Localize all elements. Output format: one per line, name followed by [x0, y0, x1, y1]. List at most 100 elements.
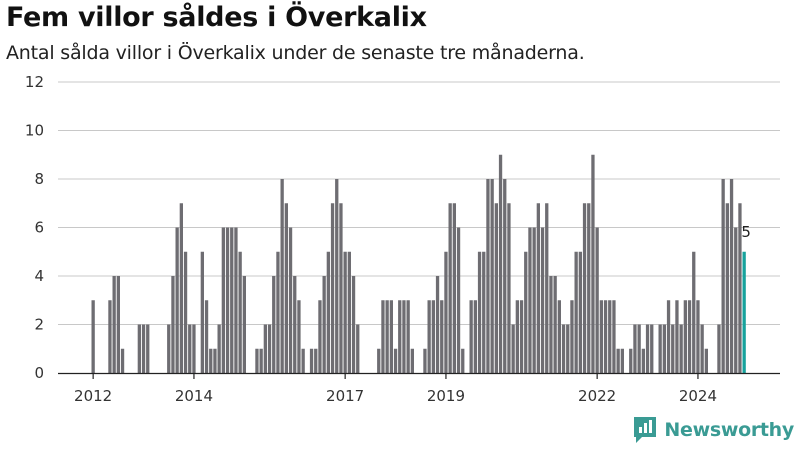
bar	[200, 251, 204, 373]
bar	[675, 300, 679, 373]
x-axis-ticks: 2012 2014 2017 2019 2022 2024	[74, 373, 717, 405]
bar	[398, 300, 402, 373]
bar	[137, 324, 141, 373]
bar	[511, 324, 515, 373]
bar	[456, 227, 461, 373]
bar	[284, 203, 288, 373]
bar	[356, 324, 360, 373]
bar	[297, 300, 301, 373]
bar	[645, 324, 650, 373]
data-labels: 5	[741, 223, 751, 241]
bar	[486, 179, 490, 373]
bar	[427, 300, 431, 373]
bar	[440, 300, 444, 373]
x-tick-label: 2017	[326, 387, 364, 405]
chart-title: Fem villor såldes i Överkalix	[6, 2, 427, 33]
bar	[120, 348, 125, 373]
bar	[582, 203, 587, 373]
bar	[448, 203, 452, 373]
bar	[503, 179, 507, 373]
bar	[318, 300, 322, 373]
bar	[406, 300, 410, 373]
bar	[347, 251, 351, 373]
bar	[557, 300, 561, 373]
x-tick-label: 2019	[427, 387, 465, 405]
bar	[183, 251, 188, 373]
newsworthy-logo-icon	[634, 417, 657, 443]
bar	[381, 300, 385, 373]
bar	[301, 348, 305, 373]
bar	[167, 324, 171, 373]
newsworthy-logo[interactable]: Newsworthy	[632, 414, 794, 446]
bar	[666, 300, 671, 373]
bar	[272, 276, 276, 373]
bar	[309, 348, 314, 373]
bar	[188, 324, 192, 373]
bar	[524, 251, 528, 373]
bar	[629, 348, 633, 373]
bar	[141, 324, 146, 373]
bar	[288, 227, 293, 373]
bar	[641, 348, 645, 373]
bar	[263, 324, 267, 373]
bar	[637, 324, 641, 373]
y-tick-label: 0	[34, 364, 44, 382]
bar	[721, 179, 725, 373]
bar	[734, 227, 738, 373]
bar	[267, 324, 272, 373]
bar	[351, 276, 356, 373]
bar	[540, 227, 545, 373]
bar	[377, 348, 381, 373]
y-tick-label: 12	[25, 73, 44, 91]
bar	[335, 179, 339, 373]
bar	[326, 251, 330, 373]
bar	[679, 324, 683, 373]
bar	[578, 251, 582, 373]
bar	[322, 276, 326, 373]
bar	[671, 324, 675, 373]
bar	[179, 203, 183, 373]
bar	[225, 227, 230, 373]
bar	[574, 251, 578, 373]
bar	[217, 324, 221, 373]
bar	[599, 300, 603, 373]
bar	[725, 203, 729, 373]
bar	[545, 203, 549, 373]
bar	[729, 179, 734, 373]
x-tick-label: 2014	[175, 387, 213, 405]
y-axis-ticks: 0 2 4 6 8 10 12	[25, 73, 44, 382]
bar	[276, 251, 280, 373]
bar	[402, 300, 406, 373]
bar	[561, 324, 566, 373]
bar	[175, 227, 179, 373]
bar	[213, 348, 217, 373]
bar	[343, 251, 347, 373]
bar	[209, 348, 213, 373]
bar	[536, 203, 540, 373]
bar	[532, 227, 536, 373]
chart-subtitle: Antal sålda villor i Överkalix under de …	[6, 42, 585, 64]
bar	[658, 324, 662, 373]
bar	[633, 324, 637, 373]
bar	[477, 251, 482, 373]
bar	[255, 348, 259, 373]
bar	[339, 203, 343, 373]
bar	[435, 276, 440, 373]
bars	[91, 154, 746, 373]
bar	[221, 227, 225, 373]
bar	[171, 276, 175, 373]
bar	[91, 300, 95, 373]
bar	[687, 300, 692, 373]
bar	[570, 300, 574, 373]
bar	[423, 348, 427, 373]
bar	[742, 251, 746, 373]
y-tick-label: 8	[34, 170, 44, 188]
latest-value-label: 5	[741, 223, 751, 241]
bar	[490, 179, 494, 373]
y-tick-label: 4	[34, 267, 44, 285]
bar	[591, 154, 595, 373]
bar	[662, 324, 666, 373]
bar	[482, 251, 486, 373]
bar	[683, 300, 687, 373]
